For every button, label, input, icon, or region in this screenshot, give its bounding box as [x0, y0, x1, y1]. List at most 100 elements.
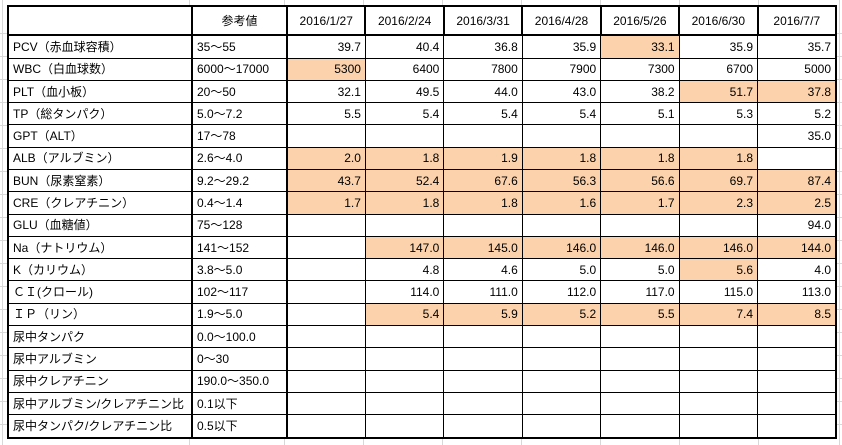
- date-header-cell[interactable]: 2016/1/27: [285, 5, 367, 36]
- value-cell[interactable]: 5.3: [678, 102, 759, 126]
- value-cell[interactable]: 36.8: [443, 34, 523, 59]
- value-cell[interactable]: 5.0: [521, 258, 602, 282]
- value-cell[interactable]: 32.1: [286, 79, 366, 104]
- value-cell[interactable]: [757, 414, 838, 440]
- value-cell[interactable]: 6700: [678, 57, 759, 81]
- value-cell-out-of-range[interactable]: 1.8: [364, 191, 445, 215]
- value-cell[interactable]: [757, 347, 838, 371]
- reference-range-cell[interactable]: 1.9〜5.0: [191, 302, 288, 327]
- test-name-cell[interactable]: BUN（尿素窒素）: [7, 169, 193, 193]
- value-cell-out-of-range[interactable]: 7.4: [678, 302, 759, 327]
- date-header-cell[interactable]: 2016/3/31: [442, 5, 524, 36]
- reference-range-cell[interactable]: 0.4〜1.4: [191, 191, 288, 215]
- test-name-cell[interactable]: PLT（血小板）: [7, 79, 193, 104]
- value-cell-out-of-range[interactable]: 87.4: [757, 169, 838, 193]
- value-cell[interactable]: [364, 391, 445, 416]
- value-cell[interactable]: [286, 347, 366, 371]
- value-cell[interactable]: 5.5: [286, 102, 366, 126]
- test-name-cell[interactable]: ALB（アルブミン）: [7, 146, 193, 171]
- value-cell[interactable]: 5000: [757, 57, 838, 81]
- reference-range-cell[interactable]: 20〜50: [191, 79, 288, 104]
- reference-range-cell[interactable]: 0.0〜100.0: [191, 325, 288, 349]
- value-cell[interactable]: 4.6: [443, 258, 523, 282]
- value-cell-out-of-range[interactable]: 5.2: [521, 302, 602, 327]
- reference-range-cell[interactable]: 102〜117: [191, 280, 288, 304]
- reference-range-cell[interactable]: 190.0〜350.0: [191, 369, 288, 393]
- value-cell[interactable]: 6400: [364, 57, 445, 81]
- value-cell[interactable]: 39.7: [286, 34, 366, 59]
- value-cell-out-of-range[interactable]: 145.0: [443, 235, 523, 260]
- value-cell-out-of-range[interactable]: 1.8: [600, 146, 680, 171]
- value-cell[interactable]: [286, 325, 366, 349]
- value-cell[interactable]: [757, 146, 838, 171]
- value-cell[interactable]: 35.0: [757, 124, 838, 148]
- value-cell-out-of-range[interactable]: 52.4: [364, 169, 445, 193]
- value-cell[interactable]: [443, 325, 523, 349]
- value-cell-out-of-range[interactable]: 1.9: [443, 146, 523, 171]
- test-name-cell[interactable]: TP（総タンパク）: [7, 102, 193, 126]
- value-cell[interactable]: [286, 258, 366, 282]
- value-cell[interactable]: [521, 124, 602, 148]
- value-cell[interactable]: [757, 369, 838, 393]
- date-header-cell[interactable]: 2016/7/7: [756, 5, 838, 36]
- date-header-cell[interactable]: 2016/5/26: [599, 5, 681, 36]
- value-cell-out-of-range[interactable]: 1.7: [286, 191, 366, 215]
- value-cell[interactable]: [443, 347, 523, 371]
- value-cell[interactable]: 40.4: [364, 34, 445, 59]
- reference-range-cell[interactable]: 35〜55: [191, 34, 288, 59]
- value-cell[interactable]: [600, 325, 680, 349]
- value-cell[interactable]: [600, 124, 680, 148]
- value-cell[interactable]: [678, 414, 759, 440]
- value-cell-out-of-range[interactable]: 2.5: [757, 191, 838, 215]
- value-cell[interactable]: [443, 369, 523, 393]
- reference-range-cell[interactable]: 0.1以下: [191, 391, 288, 416]
- test-name-cell[interactable]: PCV（赤血球容積）: [7, 34, 193, 59]
- value-cell-out-of-range[interactable]: 43.7: [286, 169, 366, 193]
- value-cell[interactable]: [443, 124, 523, 148]
- value-cell[interactable]: 35.7: [757, 34, 838, 59]
- value-cell[interactable]: [521, 414, 602, 440]
- value-cell[interactable]: [678, 124, 759, 148]
- value-cell-out-of-range[interactable]: 5300: [286, 57, 366, 81]
- value-cell[interactable]: 5.0: [600, 258, 680, 282]
- reference-range-cell[interactable]: 0〜30: [191, 347, 288, 371]
- value-cell[interactable]: [678, 213, 759, 237]
- date-header-cell[interactable]: 2016/4/28: [521, 5, 602, 36]
- reference-range-cell[interactable]: 5.0〜7.2: [191, 102, 288, 126]
- reference-range-cell[interactable]: 9.2〜29.2: [191, 169, 288, 193]
- value-cell[interactable]: 35.9: [678, 34, 759, 59]
- value-cell[interactable]: 94.0: [757, 213, 838, 237]
- value-cell-out-of-range[interactable]: 67.6: [443, 169, 523, 193]
- value-cell-out-of-range[interactable]: 146.0: [678, 235, 759, 260]
- value-cell[interactable]: [364, 325, 445, 349]
- test-name-cell[interactable]: 尿中アルブミン: [7, 347, 193, 371]
- value-cell[interactable]: [757, 391, 838, 416]
- value-cell[interactable]: [364, 124, 445, 148]
- value-cell[interactable]: [678, 347, 759, 371]
- date-header-cell[interactable]: 2016/6/30: [678, 5, 759, 36]
- value-cell-out-of-range[interactable]: 33.1: [600, 34, 680, 59]
- value-cell[interactable]: 112.0: [521, 280, 602, 304]
- value-cell[interactable]: [364, 414, 445, 440]
- value-cell-out-of-range[interactable]: 1.8: [521, 146, 602, 171]
- value-cell[interactable]: [521, 325, 602, 349]
- value-cell-out-of-range[interactable]: 1.8: [678, 146, 759, 171]
- value-cell[interactable]: 5.4: [364, 102, 445, 126]
- test-name-cell[interactable]: 尿中アルブミン/クレアチニン比: [7, 391, 193, 416]
- test-name-cell[interactable]: 尿中クレアチニン: [7, 369, 193, 393]
- test-name-cell[interactable]: 尿中タンパク: [7, 325, 193, 349]
- value-cell[interactable]: 4.0: [757, 258, 838, 282]
- value-cell[interactable]: 35.9: [521, 34, 602, 59]
- reference-range-cell[interactable]: 141〜152: [191, 235, 288, 260]
- value-cell-out-of-range[interactable]: 1.8: [364, 146, 445, 171]
- value-cell[interactable]: [678, 369, 759, 393]
- value-cell[interactable]: [443, 391, 523, 416]
- value-cell[interactable]: [364, 347, 445, 371]
- value-cell-out-of-range[interactable]: 2.0: [286, 146, 366, 171]
- test-name-cell[interactable]: CRE（クレアチニン）: [7, 191, 193, 215]
- value-cell[interactable]: [286, 391, 366, 416]
- value-cell-out-of-range[interactable]: 1.8: [443, 191, 523, 215]
- reference-range-cell[interactable]: 75〜128: [191, 213, 288, 237]
- value-cell[interactable]: 5.2: [757, 102, 838, 126]
- value-cell-out-of-range[interactable]: 144.0: [757, 235, 838, 260]
